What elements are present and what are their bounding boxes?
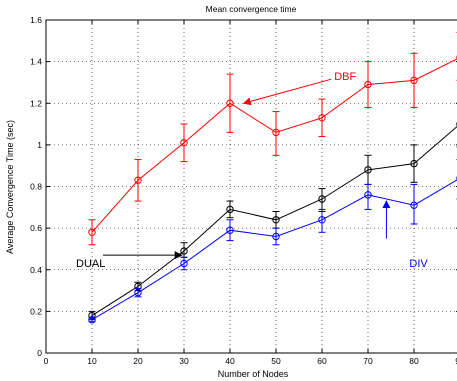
chart-title: Mean convergence time [206, 4, 297, 14]
series-line-div [91, 179, 457, 321]
x-tick-label: 90 [455, 356, 457, 366]
plot-frame [45, 19, 457, 354]
x-tick-label: 10 [87, 356, 97, 366]
data-point-dbf [410, 76, 418, 85]
annotations-layer: DBF DUAL DIV [76, 71, 428, 270]
data-point-dbf [88, 228, 96, 236]
data-point-div [410, 201, 418, 209]
annotation-arrow-dbf [242, 78, 332, 106]
series-dual [88, 102, 457, 321]
data-point-dual [364, 166, 372, 174]
data-point-dbf [364, 80, 372, 89]
data-point-div [134, 288, 142, 297]
data-point-div [318, 216, 326, 224]
y-tick-label: 0.4 [30, 265, 42, 275]
y-tick-label: 1 [37, 140, 42, 150]
series-layer [88, 31, 457, 324]
data-point-dbf [318, 114, 326, 122]
x-tick-label: 70 [363, 356, 373, 366]
y-axis-label: Average Convergence Time (sec) [5, 120, 15, 254]
series-div [88, 158, 457, 324]
y-tick-label: 1.6 [30, 15, 42, 25]
x-tick-label: 50 [271, 356, 281, 366]
data-point-dual [226, 205, 234, 214]
y-tick-label: 0.6 [30, 223, 42, 233]
y-tick-label: 0 [37, 348, 42, 358]
x-axis-label: Number of Nodes [218, 369, 289, 379]
axis-ticks: 0 10 20 30 40 50 60 70 80 90 0 0.2 0.4 0.6 0.8 1 1.2 1.4 1… [30, 15, 457, 366]
data-point-div [180, 259, 188, 268]
x-tick-label: 30 [179, 356, 189, 366]
y-tick-label: 0.2 [30, 306, 42, 316]
annotation-label-dual: DUAL [76, 258, 105, 270]
y-tick-label: 1.4 [30, 57, 42, 67]
data-point-div [364, 191, 372, 199]
data-point-div [88, 316, 96, 324]
x-tick-label: 40 [225, 356, 235, 366]
x-tick-label: 80 [409, 356, 419, 366]
data-point-dual [272, 216, 280, 224]
data-point-dbf [272, 128, 280, 137]
x-tick-label: 60 [317, 356, 327, 366]
data-point-div [226, 226, 234, 234]
data-point-dual [180, 247, 188, 255]
annotation-label-dbf: DBF [334, 71, 356, 83]
data-point-dbf [134, 176, 142, 184]
data-point-dbf [180, 139, 188, 147]
x-tick-label: 0 [44, 356, 49, 366]
data-point-dual [318, 195, 326, 203]
data-point-div [272, 232, 280, 241]
data-point-dual [410, 159, 418, 168]
y-tick-label: 0.8 [30, 182, 42, 192]
x-tick-label: 20 [133, 356, 143, 366]
annotation-label-div: DIV [409, 258, 428, 270]
grid-lines [45, 19, 457, 354]
series-dbf [88, 31, 457, 246]
data-point-dbf [226, 99, 234, 107]
y-tick-label: 1.2 [30, 98, 42, 108]
